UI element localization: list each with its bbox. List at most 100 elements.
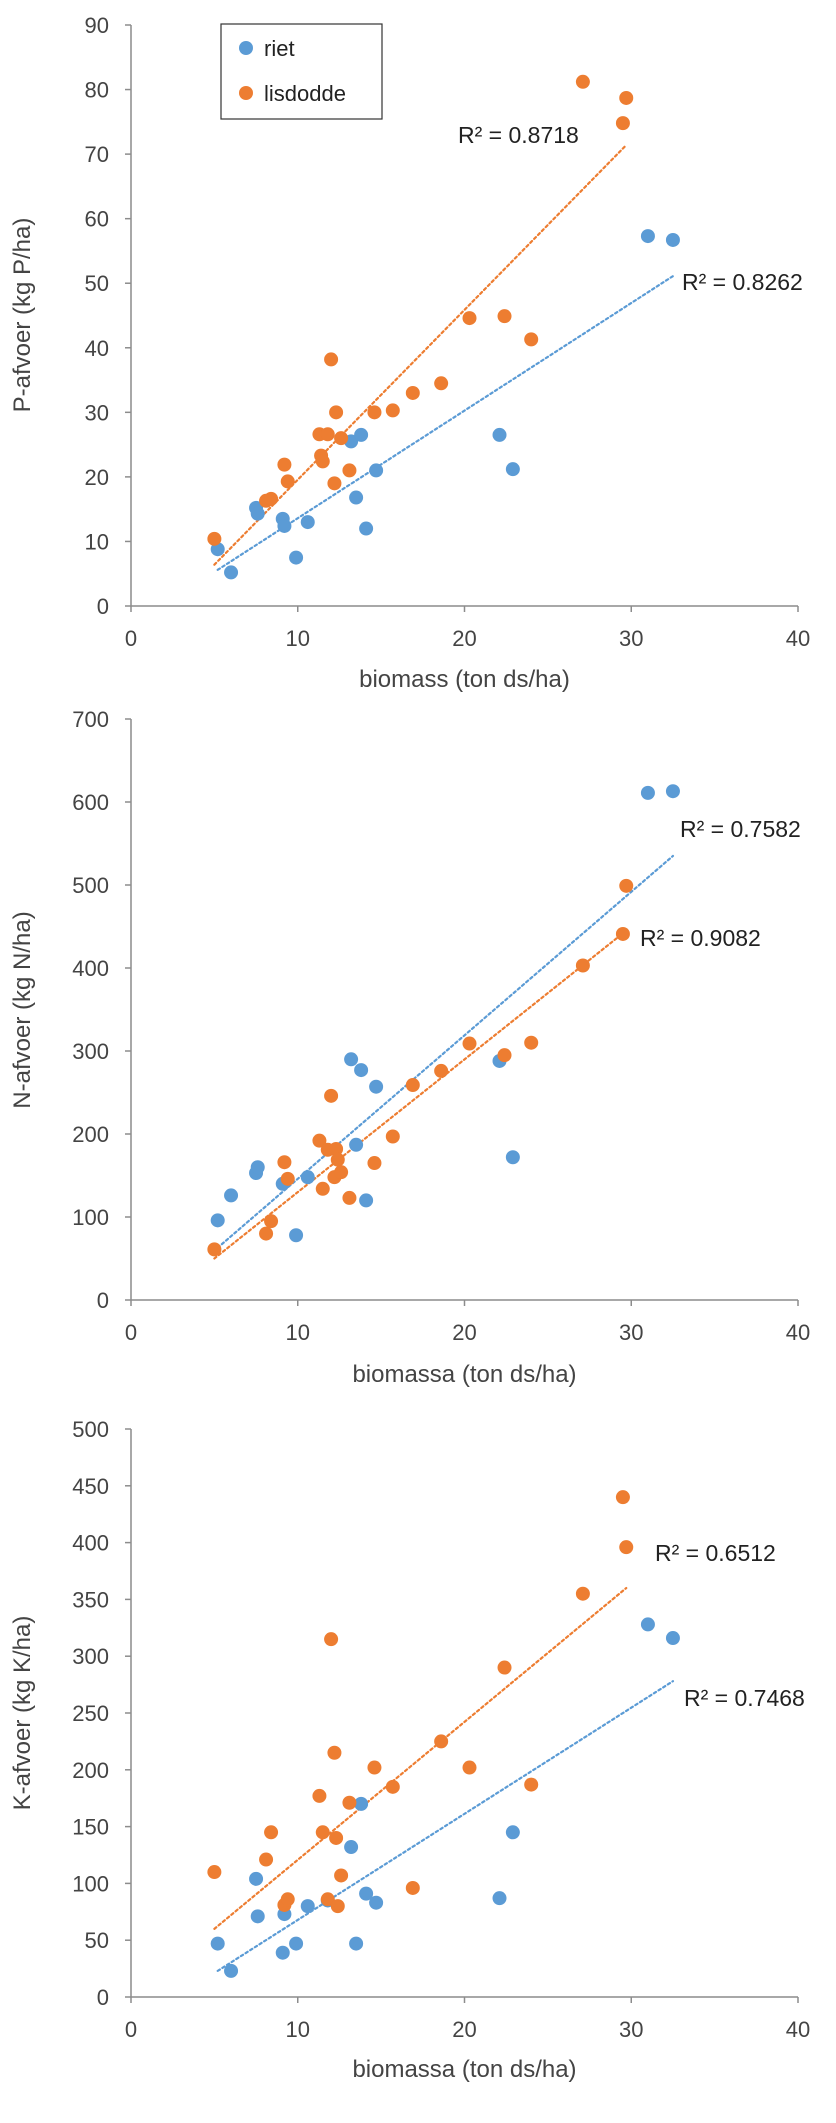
lisdodde-point [264,1214,279,1229]
y-tick-label: 50 [85,1928,109,1953]
lisdodde-point [497,1660,512,1675]
lisdodde-point [324,1088,339,1103]
lisdodde-point [327,476,342,491]
lisdodde-point [329,1141,344,1156]
lisdodde-point [324,352,339,367]
lisdodde-point [320,427,335,442]
x-tick-label: 10 [286,626,310,651]
riet-point [640,1617,655,1632]
lisdodde-point [264,1825,279,1840]
riet-point [249,1871,264,1886]
riet-point [289,1228,304,1243]
y-tick-label: 40 [85,336,109,361]
lisdodde-point [315,454,330,469]
lisdodde-point [329,1830,344,1845]
y-tick-label: 500 [72,873,109,898]
legend: riet lisdodde [220,23,383,120]
lisdodde-point [259,1852,274,1867]
x-tick-label: 40 [786,626,810,651]
riet-point [665,232,680,247]
riet-point [300,1899,315,1914]
riet-point [224,565,239,580]
x-axis-title: biomassa (ton ds/ha) [352,1361,576,1388]
riet-point [354,1063,369,1078]
lisdodde-point [497,1048,512,1063]
x-tick-label: 40 [786,2017,810,2042]
y-tick-label: 30 [85,400,109,425]
lisdodde-trendline [213,929,628,1260]
riet-point [492,1891,507,1906]
lisdodde-point [280,1171,295,1186]
riet-point [369,1895,384,1910]
lisdodde-point [615,1490,630,1505]
lisdodde-trendline [213,143,628,566]
riet-point [359,1193,374,1208]
riet-point [277,518,292,533]
x-axis-title: biomassa (ton ds/ha) [352,2056,576,2083]
y-tick-label: 100 [72,1205,109,1230]
x-tick-label: 10 [286,2017,310,2042]
lisdodde-point [524,332,539,347]
riet-point [275,1945,290,1960]
legend-box [220,23,383,120]
lisdodde-point [497,309,512,324]
riet-point [354,1796,369,1811]
lisdodde-point [280,1892,295,1907]
y-tick-label: 0 [97,594,109,619]
y-tick-label: 0 [97,1288,109,1313]
riet-point [210,1213,225,1228]
riet-point [665,784,680,799]
riet-point [210,1936,225,1951]
y-tick-label: 300 [72,1644,109,1669]
riet-point [289,1936,304,1951]
y-tick-label: 200 [72,1758,109,1783]
riet-r2-label: R² = 0.7468 [684,1685,805,1711]
lisdodde-point [619,1540,634,1555]
x-tick-label: 30 [619,626,643,651]
y-tick-label: 10 [85,529,109,554]
lisdodde-point [280,474,295,489]
y-tick-label: 600 [72,790,109,815]
lisdodde-point [329,405,344,420]
riet-point [300,515,315,530]
riet-point [505,1150,520,1165]
lisdodde-point [405,1078,420,1093]
lisdodde-point [264,491,279,506]
lisdodde-point [207,1242,222,1257]
riet-point [349,1137,364,1152]
lisdodde-point [207,1865,222,1880]
riet-point [250,1909,265,1924]
lisdodde-point [277,457,292,472]
legend-marker-riet [239,41,253,55]
riet-point [359,1886,374,1901]
y-tick-label: 500 [72,1420,109,1442]
lisdodde-point [405,1880,420,1895]
lisdodde-point [619,90,634,105]
lisdodde-point [434,1734,449,1749]
lisdodde-point [367,1156,382,1171]
lisdodde-point [462,1760,477,1775]
lisdodde-point [334,1868,349,1883]
riet-trendline [216,1680,675,1972]
lisdodde-trendline [213,1586,628,1930]
y-tick-label: 300 [72,1039,109,1064]
riet-point [224,1188,239,1203]
lisdodde-point [619,878,634,893]
riet-point [505,462,520,477]
riet-point [300,1170,315,1185]
riet-point [344,1052,359,1067]
riet-point [665,1631,680,1646]
lisdodde-point [462,1036,477,1051]
riet-point [369,1079,384,1094]
y-axis-title: K-afvoer (kg K/ha) [9,1616,36,1811]
y-tick-label: 250 [72,1701,109,1726]
lisdodde-point [277,1155,292,1170]
x-tick-label: 30 [619,1320,643,1345]
lisdodde-point [334,431,349,446]
lisdodde-point [334,1165,349,1180]
lisdodde-point [575,958,590,973]
lisdodde-point [342,1795,357,1810]
lisdodde-point [312,1133,327,1148]
lisdodde-point [524,1777,539,1792]
x-tick-label: 0 [125,1320,137,1345]
